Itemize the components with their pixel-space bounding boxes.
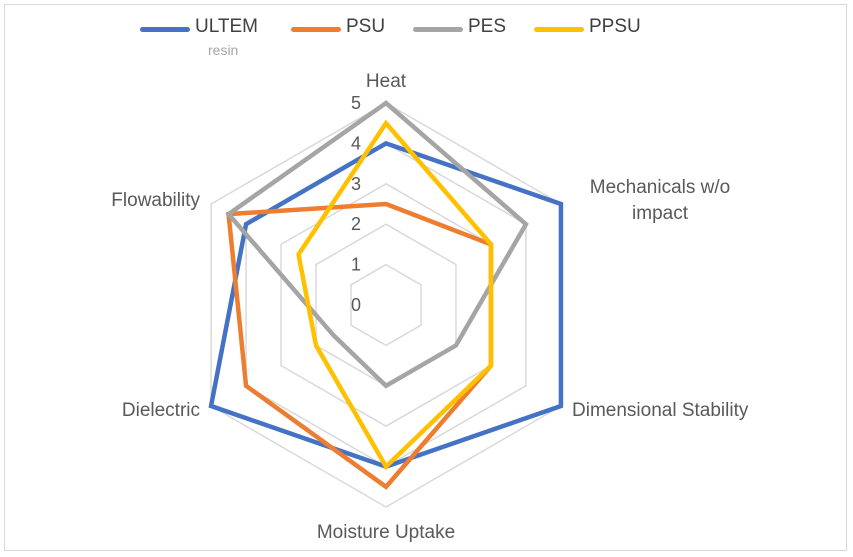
axis-label-dielectric: Dielectric	[122, 400, 200, 421]
axis-label-heat: Heat	[366, 71, 407, 92]
grid-ring-2	[315, 223, 457, 387]
tick-label-0: 0	[351, 295, 361, 315]
legend-swatch-ppsu	[534, 27, 584, 32]
legend: ULTEM resin PSU PES PPSU	[0, 14, 853, 58]
axis-label-flowability: Flowability	[111, 190, 200, 211]
legend-sublabel-ultem: resin	[208, 42, 239, 58]
legend-label-psu: PSU	[346, 16, 386, 37]
legend-label-ultem: ULTEM	[195, 16, 258, 37]
grid-ring-3	[280, 182, 492, 428]
series-ppsu-line	[296, 119, 494, 471]
legend-label-pes: PES	[468, 16, 507, 37]
axis-label-moisture-uptake: Moisture Uptake	[317, 522, 455, 543]
legend-label-ppsu: PPSU	[589, 16, 641, 37]
tick-label-2: 2	[351, 214, 361, 234]
legend-swatch-psu	[291, 27, 341, 32]
tick-label-5: 5	[351, 93, 361, 113]
chart-frame	[4, 4, 847, 551]
tick-label-3: 3	[351, 174, 361, 194]
grid-ring-5	[210, 102, 562, 508]
series-pes-line	[225, 100, 529, 389]
axis-label-mechanicals-w-o-impact: Mechanicals w/o impact	[590, 177, 730, 224]
grid-ring-1	[350, 263, 422, 347]
axis-label-dimensional-stability: Dimensional Stability	[572, 400, 749, 421]
legend-swatch-ultem	[140, 27, 190, 32]
legend-swatch-pes	[413, 27, 463, 32]
tick-label-4: 4	[351, 133, 361, 153]
tick-label-1: 1	[351, 255, 361, 275]
